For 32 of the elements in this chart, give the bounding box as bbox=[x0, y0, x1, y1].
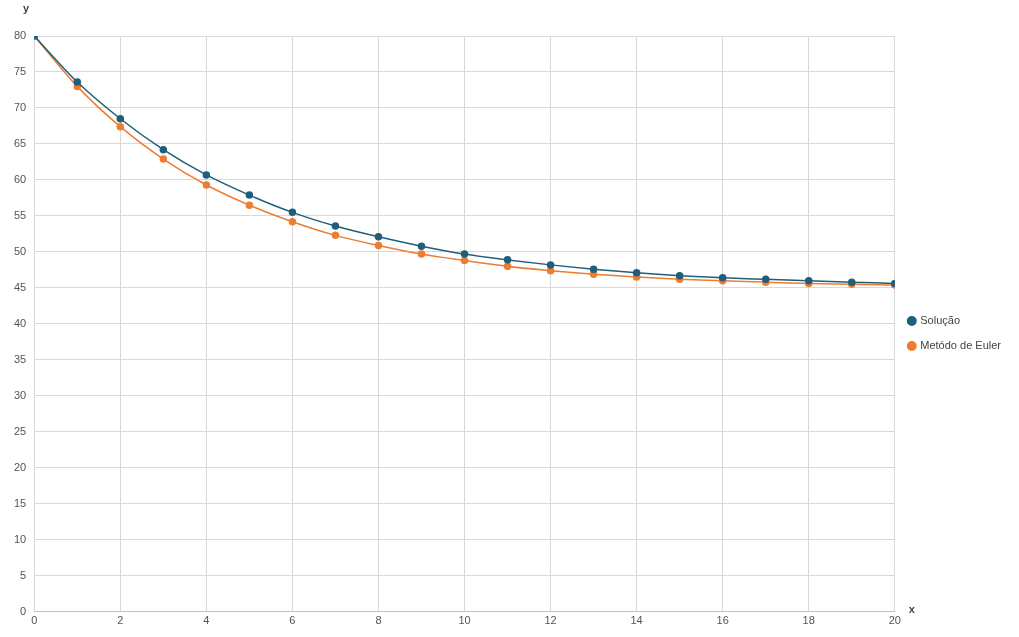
y-tick-label: 70 bbox=[13, 101, 27, 114]
y-tick-label: 15 bbox=[13, 496, 27, 509]
x-tick-label: 4 bbox=[203, 614, 210, 627]
y-tick-label: 10 bbox=[13, 532, 27, 545]
x-tick-label: 18 bbox=[802, 614, 815, 627]
x-tick-label: 12 bbox=[544, 614, 557, 627]
y-tick-label: 65 bbox=[13, 136, 27, 149]
legend-label: Metódo de Euler bbox=[920, 339, 1002, 352]
x-tick-label: 8 bbox=[375, 614, 382, 627]
y-tick-label: 30 bbox=[13, 388, 27, 401]
x-tick-label: 0 bbox=[31, 614, 38, 627]
x-tick-label: 16 bbox=[716, 614, 729, 627]
x-tick-label: 10 bbox=[458, 614, 471, 627]
y-axis-title: y bbox=[22, 2, 30, 14]
y-tick-label: 75 bbox=[13, 65, 27, 78]
y-tick-label: 50 bbox=[13, 244, 27, 257]
y-tick-label: 0 bbox=[20, 604, 27, 617]
x-axis-title: x bbox=[908, 602, 916, 615]
x-tick-label: 6 bbox=[289, 614, 296, 627]
y-tick-label: 20 bbox=[13, 460, 27, 473]
y-tick-label: 55 bbox=[13, 208, 27, 221]
y-tick-label: 5 bbox=[20, 568, 27, 581]
legend-label: Solução bbox=[920, 314, 961, 327]
y-tick-label: 80 bbox=[13, 29, 27, 42]
y-tick-label: 45 bbox=[13, 280, 27, 293]
y-tick-label: 40 bbox=[13, 316, 27, 329]
y-tick-label: 60 bbox=[13, 172, 27, 185]
x-tick-label: 14 bbox=[630, 614, 643, 627]
y-tick-label: 35 bbox=[13, 352, 27, 365]
x-tick-label: 20 bbox=[888, 614, 901, 627]
y-tick-label: 25 bbox=[13, 424, 27, 437]
x-tick-label: 2 bbox=[117, 614, 124, 627]
